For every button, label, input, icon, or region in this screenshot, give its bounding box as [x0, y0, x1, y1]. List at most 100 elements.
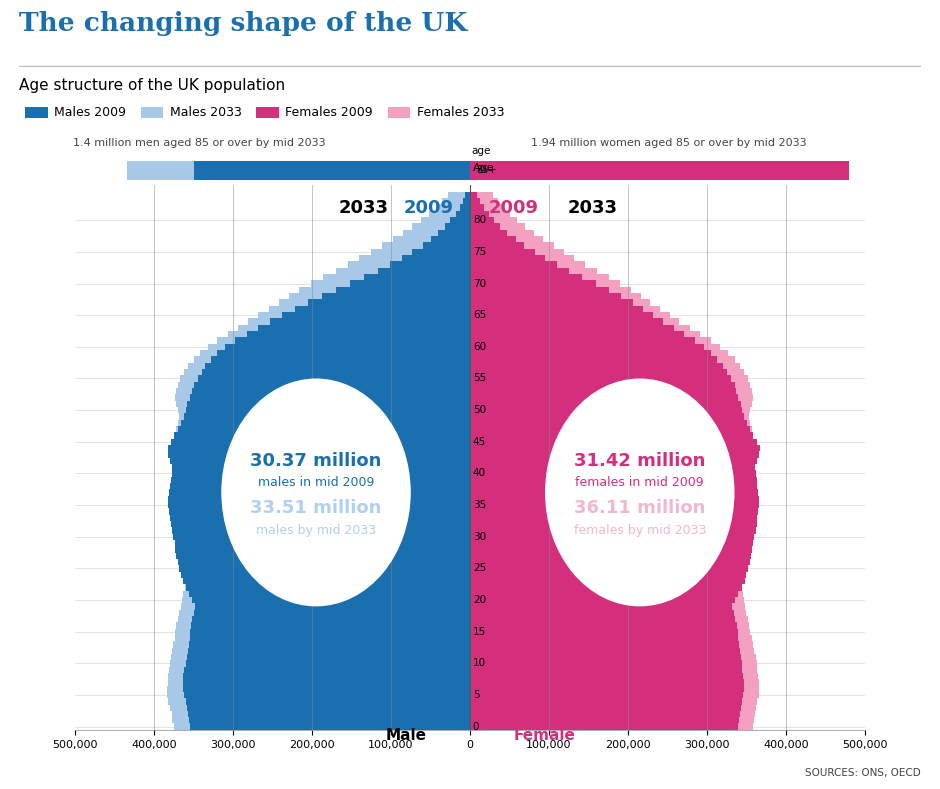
Bar: [248, 318, 470, 325]
Bar: [470, 274, 582, 280]
Bar: [470, 527, 738, 533]
Bar: [247, 331, 470, 338]
Bar: [470, 369, 744, 376]
Bar: [470, 692, 744, 698]
Bar: [470, 204, 484, 211]
Bar: [178, 407, 470, 413]
Bar: [470, 641, 739, 648]
Bar: [177, 552, 470, 559]
Text: 31.42 million: 31.42 million: [574, 452, 705, 469]
Bar: [470, 192, 493, 198]
Bar: [182, 679, 470, 686]
Bar: [167, 679, 470, 686]
Text: 36.11 million: 36.11 million: [574, 499, 705, 518]
Bar: [470, 679, 744, 686]
Bar: [166, 686, 470, 692]
Text: 65: 65: [473, 310, 486, 320]
Bar: [470, 546, 737, 552]
Bar: [436, 204, 470, 211]
Bar: [336, 267, 470, 274]
Bar: [445, 223, 470, 230]
Bar: [470, 571, 746, 578]
Bar: [470, 717, 754, 724]
Bar: [470, 198, 498, 204]
Bar: [470, 552, 738, 559]
Bar: [470, 445, 760, 451]
Bar: [470, 217, 494, 223]
Bar: [189, 717, 470, 724]
Bar: [370, 249, 470, 255]
Bar: [470, 458, 758, 464]
Bar: [226, 344, 470, 350]
Bar: [470, 293, 640, 299]
Bar: [470, 426, 752, 432]
Bar: [470, 654, 756, 660]
Bar: [470, 236, 543, 242]
Ellipse shape: [545, 379, 734, 607]
Bar: [470, 439, 755, 445]
Bar: [201, 369, 470, 376]
Bar: [170, 660, 470, 667]
Bar: [470, 616, 748, 623]
Bar: [431, 236, 470, 242]
Bar: [171, 470, 470, 477]
Bar: [378, 267, 470, 274]
Bar: [470, 464, 750, 470]
Bar: [177, 388, 470, 394]
Bar: [470, 305, 643, 312]
Bar: [176, 629, 470, 635]
Bar: [470, 495, 743, 502]
Bar: [470, 527, 756, 533]
Bar: [270, 318, 470, 325]
Bar: [169, 508, 470, 514]
Text: 2033: 2033: [568, 199, 618, 216]
Bar: [190, 724, 470, 730]
Bar: [470, 192, 478, 198]
Bar: [180, 376, 470, 382]
Bar: [170, 514, 470, 521]
Bar: [470, 451, 755, 458]
Bar: [269, 305, 470, 312]
Bar: [189, 641, 470, 648]
Bar: [460, 204, 470, 211]
Bar: [258, 325, 470, 331]
Text: SOURCES: ONS, OECD: SOURCES: ONS, OECD: [806, 768, 921, 778]
Bar: [178, 420, 470, 426]
Bar: [172, 717, 470, 724]
Bar: [208, 344, 470, 350]
Bar: [186, 584, 470, 590]
Bar: [470, 350, 728, 357]
Bar: [470, 648, 754, 654]
Bar: [127, 161, 470, 180]
Bar: [470, 299, 633, 305]
Bar: [178, 464, 470, 470]
Bar: [470, 426, 750, 432]
Bar: [176, 458, 470, 464]
Bar: [470, 344, 704, 350]
Bar: [470, 623, 737, 629]
Bar: [194, 610, 470, 616]
Bar: [402, 255, 470, 261]
Text: Age structure of the UK population: Age structure of the UK population: [19, 78, 285, 93]
Bar: [470, 686, 759, 692]
Bar: [470, 597, 735, 604]
Bar: [177, 401, 470, 407]
Text: 1.4 million men aged 85 or over by mid 2033: 1.4 million men aged 85 or over by mid 2…: [73, 138, 325, 148]
Bar: [470, 540, 753, 546]
Bar: [470, 161, 849, 180]
Bar: [470, 533, 737, 540]
Text: age: age: [472, 146, 491, 156]
Bar: [470, 432, 754, 439]
Bar: [470, 451, 759, 458]
Bar: [470, 610, 734, 616]
Bar: [470, 705, 756, 711]
Bar: [470, 565, 739, 571]
Bar: [470, 635, 752, 641]
Bar: [349, 261, 470, 267]
Bar: [470, 578, 744, 584]
Bar: [470, 445, 757, 451]
Bar: [470, 502, 759, 508]
Bar: [295, 305, 470, 312]
Bar: [470, 648, 740, 654]
Text: 2033: 2033: [338, 199, 388, 216]
